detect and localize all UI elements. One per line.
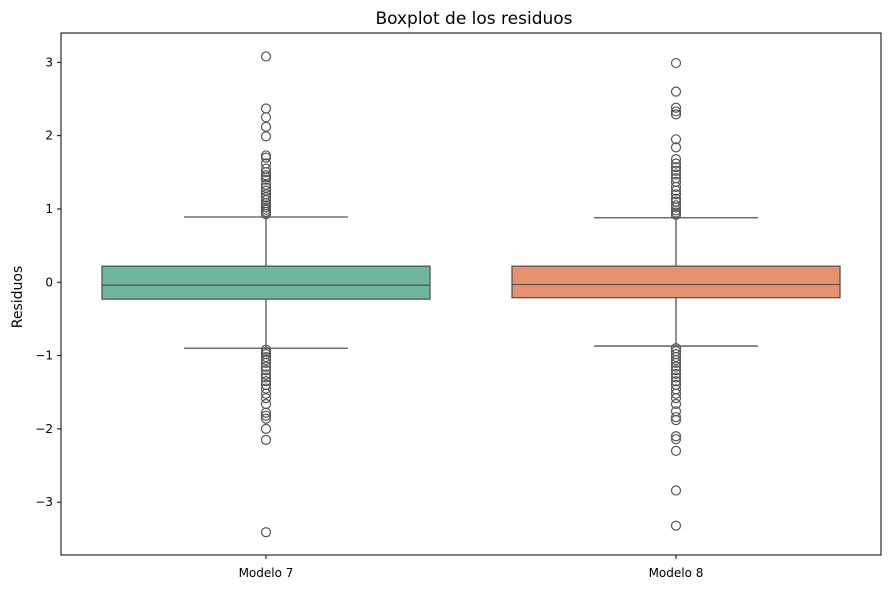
outlier-point xyxy=(670,154,682,165)
box-group xyxy=(511,57,841,531)
outlier-point xyxy=(670,169,682,180)
outlier-point xyxy=(260,174,272,185)
outlier-point xyxy=(670,398,682,410)
outlier-point xyxy=(670,142,682,153)
outlier-point xyxy=(670,158,682,169)
outlier-point xyxy=(670,365,682,376)
outlier-point xyxy=(670,209,682,220)
outlier-point xyxy=(260,413,272,424)
outlier-point xyxy=(670,86,682,97)
box-group xyxy=(101,51,431,538)
iqr-box xyxy=(101,265,431,300)
iqr-box xyxy=(511,265,841,299)
outlier-point xyxy=(260,410,272,421)
outlier-point xyxy=(670,109,682,120)
outlier-point xyxy=(670,372,682,383)
outlier-point xyxy=(260,434,272,445)
x-axis-ticks: Modelo 7 Modelo 8 xyxy=(239,555,704,580)
outlier-point xyxy=(670,57,682,69)
outlier-point xyxy=(670,415,682,426)
y-tick-label: −2 xyxy=(35,422,53,436)
outlier-point xyxy=(260,361,272,372)
outlier-point xyxy=(260,398,272,410)
outlier-point xyxy=(260,208,272,220)
box-series xyxy=(101,51,841,538)
outlier-point xyxy=(260,121,272,132)
outlier-point xyxy=(260,131,272,142)
outlier-point xyxy=(670,520,682,531)
outlier-point xyxy=(260,527,272,538)
outlier-point xyxy=(670,106,682,117)
y-axis-ticks: 3 2 1 0 −1 −2 −3 xyxy=(35,55,61,509)
outlier-point xyxy=(260,376,272,387)
y-tick-label: 3 xyxy=(45,55,53,69)
outlier-point xyxy=(670,162,682,173)
outlier-point xyxy=(670,431,682,442)
plot-frame xyxy=(60,32,882,556)
outlier-point xyxy=(260,357,272,369)
outlier-point xyxy=(670,361,682,372)
outlier-point xyxy=(670,134,682,145)
y-tick-label: 2 xyxy=(45,129,53,143)
outlier-point xyxy=(670,202,682,213)
y-tick-label: 0 xyxy=(45,275,53,289)
outlier-point xyxy=(670,185,682,196)
outlier-point xyxy=(670,181,682,193)
outlier-point xyxy=(260,369,272,380)
outlier-point xyxy=(260,393,272,404)
outlier-point xyxy=(670,165,682,176)
outlier-point xyxy=(670,393,682,404)
outlier-point xyxy=(670,368,682,380)
outlier-point xyxy=(260,103,272,114)
y-tick-label: −1 xyxy=(35,349,53,363)
outlier-point xyxy=(260,152,272,163)
outlier-point xyxy=(670,388,682,399)
outlier-point xyxy=(260,354,272,366)
outlier-point xyxy=(670,357,682,369)
y-tick-label: −3 xyxy=(35,495,53,509)
outlier-point xyxy=(670,189,682,200)
outlier-point xyxy=(260,372,272,383)
outlier-point xyxy=(670,434,682,445)
outlier-point xyxy=(670,485,682,496)
outlier-point xyxy=(670,354,682,366)
y-axis-label: Residuos xyxy=(10,266,26,329)
outlier-point xyxy=(260,51,272,62)
outlier-point xyxy=(670,445,682,456)
x-tick-label: Modelo 8 xyxy=(649,566,704,580)
outlier-point xyxy=(260,388,272,399)
outlier-point xyxy=(260,423,272,434)
outlier-point xyxy=(260,112,272,123)
outlier-point xyxy=(260,167,272,178)
outlier-point xyxy=(670,376,682,387)
chart-title: Boxplot de los residuos xyxy=(375,9,572,29)
y-tick-label: 1 xyxy=(45,202,53,216)
outlier-point xyxy=(260,365,272,376)
outlier-point xyxy=(670,102,682,113)
outlier-point xyxy=(260,407,272,418)
x-tick-label: Modelo 7 xyxy=(239,566,294,580)
outlier-point xyxy=(260,192,272,203)
outlier-point xyxy=(670,412,682,423)
